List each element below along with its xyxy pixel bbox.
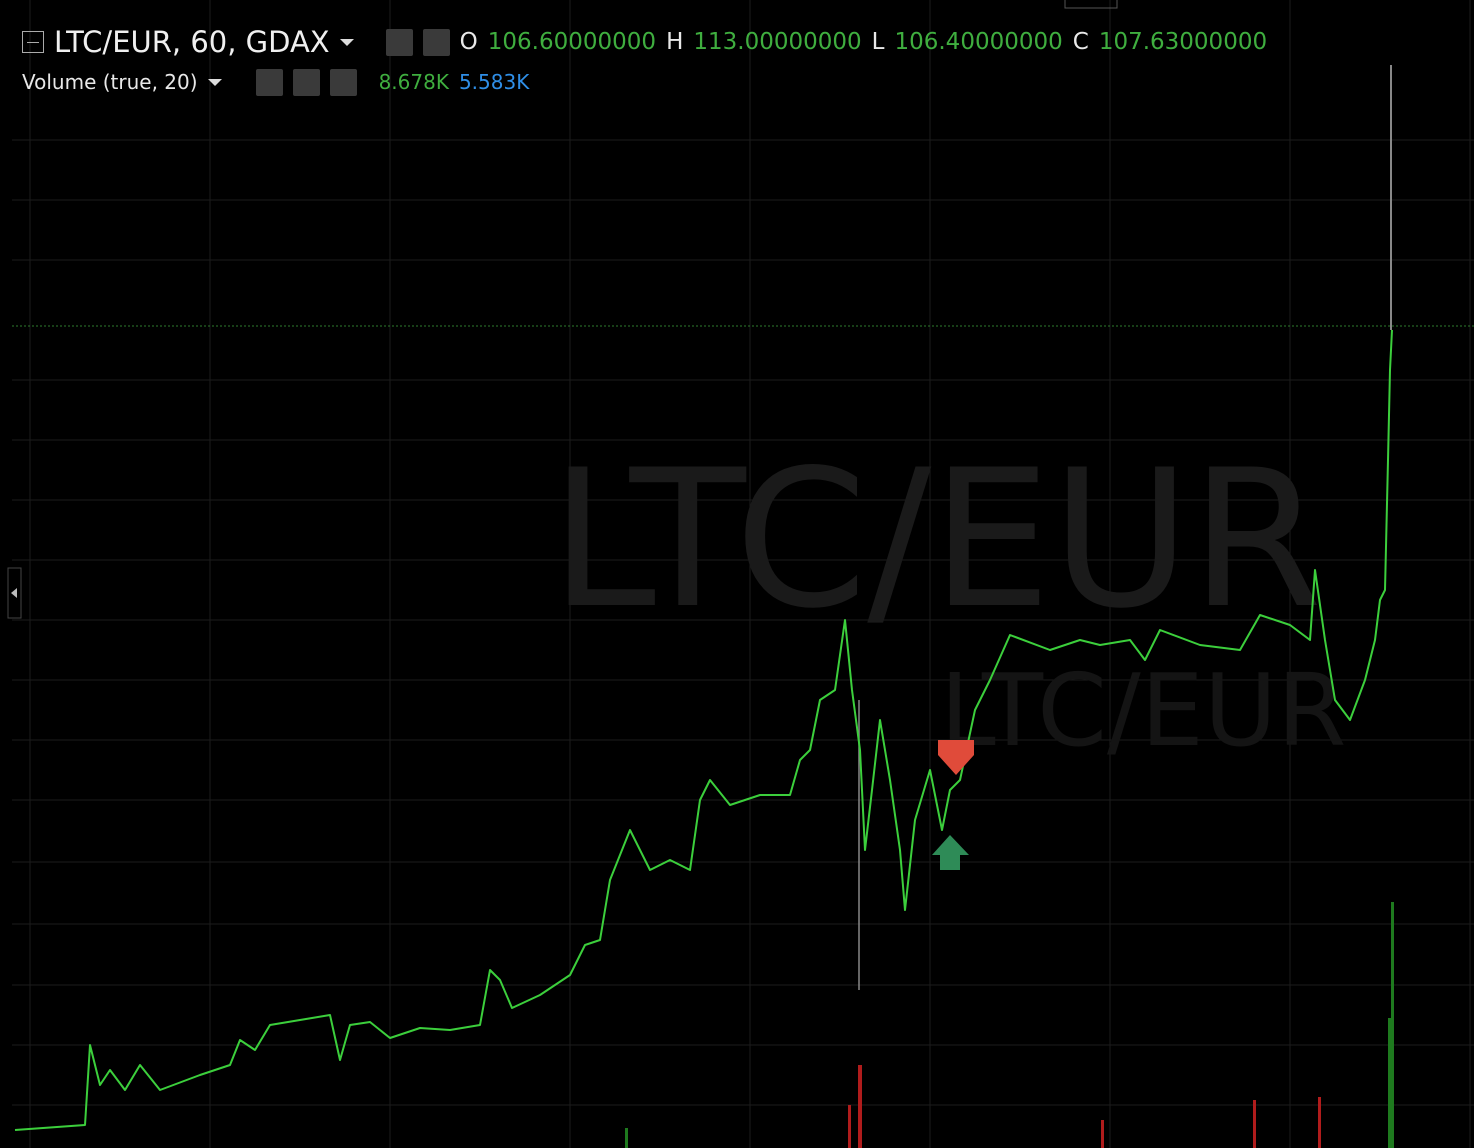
side-toggle[interactable]: [7, 567, 22, 619]
ohlc-label: C: [1072, 29, 1089, 55]
ohlc-value: 107.63000000: [1098, 29, 1268, 55]
symbol-menu[interactable]: [339, 38, 354, 46]
grid: [12, 0, 1474, 1148]
volume-menu[interactable]: [207, 78, 222, 86]
ohlc-value: 113.00000000: [693, 29, 862, 55]
top-handle[interactable]: [1064, 0, 1118, 9]
eye-button[interactable]: [255, 68, 283, 96]
side-toggle-icon: [11, 588, 17, 598]
legend-main: LTC/EUR, 60, GDAX O 106.60000000 H 113.0000…: [22, 22, 1267, 62]
ohlc-label: O: [459, 29, 478, 55]
ohlc-value: 106.60000000: [487, 29, 657, 55]
buy-marker: [932, 835, 969, 870]
price-series: [14, 329, 1393, 1131]
watermark-large: LTC/EUR: [550, 429, 1322, 650]
settings-button[interactable]: [292, 68, 320, 96]
volume-bars: [625, 902, 1394, 1148]
ohlc: O 106.60000000 H 113.00000000 L 106.40000000 C…: [460, 29, 1267, 55]
volume-title: Volume (true, 20): [22, 70, 198, 94]
eye-button[interactable]: [385, 28, 413, 56]
volume-ma: 5.583K: [458, 70, 530, 94]
watermark-small: LTC/EUR: [940, 652, 1347, 769]
settings-button[interactable]: [422, 28, 450, 56]
ohlc-label: H: [666, 29, 684, 55]
collapse-button[interactable]: [22, 31, 44, 53]
close-button[interactable]: [329, 68, 357, 96]
volume-value: 8.678K: [378, 70, 449, 94]
ohlc-value: 106.40000000: [894, 29, 1063, 55]
legend-volume: Volume (true, 20) 8.678K 5.583K: [22, 66, 529, 98]
ohlc-label: L: [871, 29, 885, 55]
symbol: LTC/EUR, 60, GDAX: [54, 25, 330, 59]
sell-marker: [938, 740, 974, 775]
